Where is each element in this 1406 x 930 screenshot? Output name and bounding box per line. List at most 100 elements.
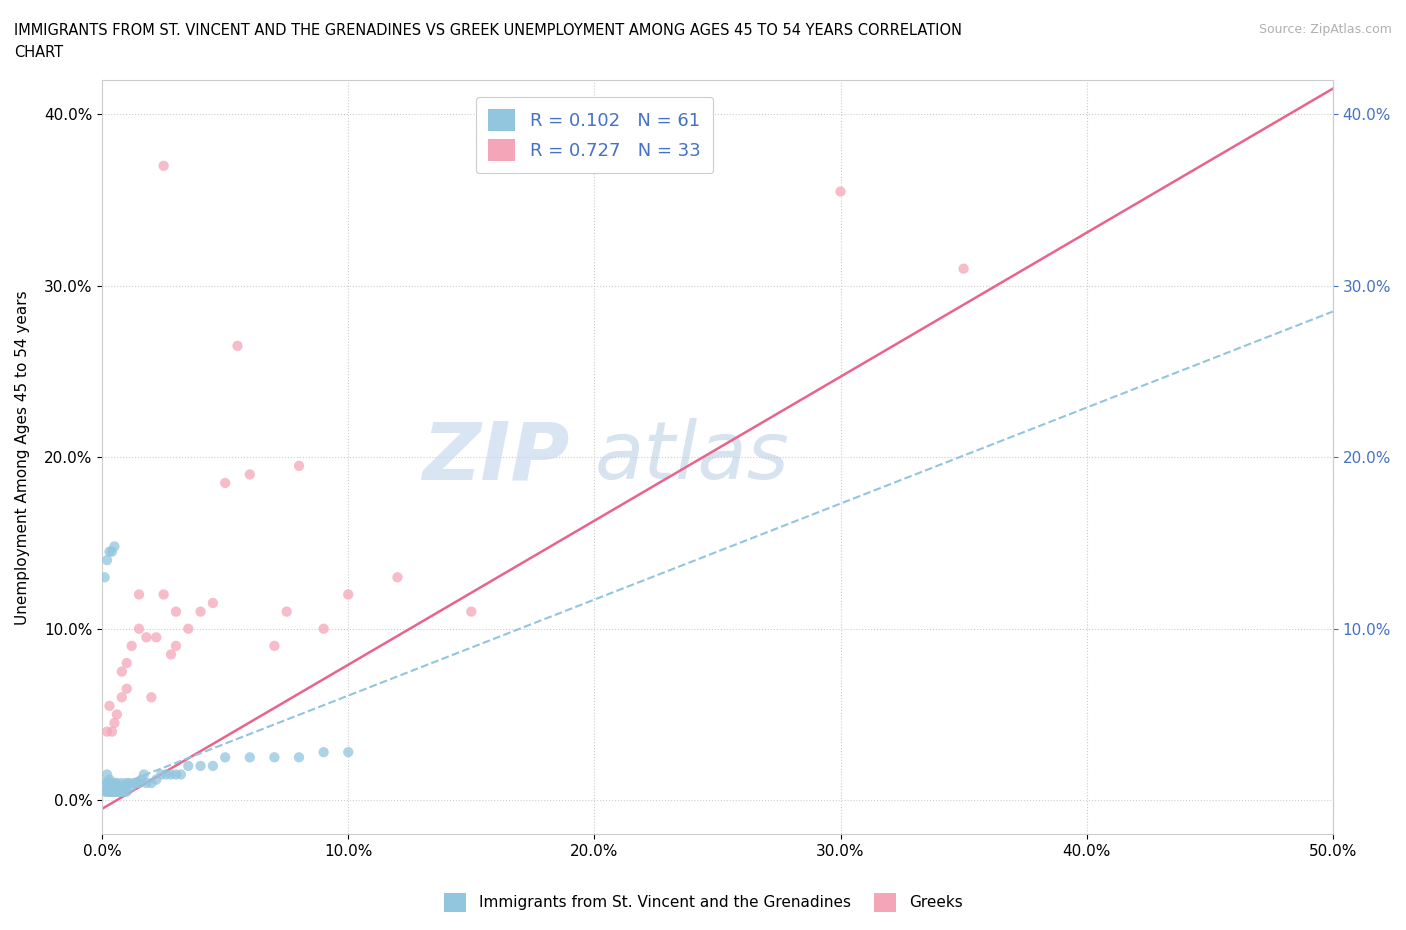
Point [115,784,138,799]
Point [165,604,187,619]
Point [141,776,163,790]
Point [98,772,121,787]
Text: Source: ZipAtlas.com: Source: ZipAtlas.com [1258,23,1392,36]
Y-axis label: Unemployment Among Ages 45 to 54 years: Unemployment Among Ages 45 to 54 years [15,290,30,625]
Point [214,750,236,764]
Point [96,784,118,799]
Point [115,656,138,671]
Point [103,784,125,799]
Point [96,552,118,567]
Point [98,776,121,790]
Point [96,724,118,739]
Point [112,784,135,799]
Point [135,630,157,644]
Point [121,779,143,794]
Point [101,784,124,799]
Text: ZIP: ZIP [422,418,569,497]
Point [830,184,852,199]
Point [98,698,121,713]
Point [135,776,157,790]
Point [312,745,335,760]
Point [165,638,187,653]
Point [118,776,141,790]
Point [108,779,131,794]
Point [108,784,131,799]
Point [115,779,138,794]
Point [111,664,134,679]
Point [115,682,138,697]
Point [101,724,124,739]
Point [93,776,115,790]
Point [263,750,285,764]
Point [152,158,174,173]
Point [111,784,134,799]
Point [101,784,124,799]
Point [103,539,125,554]
Point [276,604,298,619]
Point [122,776,145,790]
Point [98,784,121,799]
Point [337,587,360,602]
Point [288,458,311,473]
Point [125,776,148,790]
Point [111,776,134,790]
Point [111,690,134,705]
Point [155,767,177,782]
Point [103,784,125,799]
Point [108,784,131,799]
Point [131,772,153,787]
Point [201,595,224,610]
Text: IMMIGRANTS FROM ST. VINCENT AND THE GRENADINES VS GREEK UNEMPLOYMENT AMONG AGES : IMMIGRANTS FROM ST. VINCENT AND THE GREN… [14,23,962,38]
Point [101,784,124,799]
Point [145,772,167,787]
Point [101,776,124,790]
Point [111,784,134,799]
Point [460,604,482,619]
Point [150,767,173,782]
Point [190,759,212,774]
Point [165,767,187,782]
Point [96,784,118,799]
Point [98,544,121,559]
Point [105,784,128,799]
Point [177,759,200,774]
Point [115,776,138,790]
Point [98,779,121,794]
Point [112,779,135,794]
Point [132,767,155,782]
Point [141,690,163,705]
Point [312,621,335,636]
Point [226,339,249,353]
Point [952,261,974,276]
Point [239,750,262,764]
Point [288,750,311,764]
Point [103,784,125,799]
Point [93,570,115,585]
Point [201,759,224,774]
Point [170,767,193,782]
Point [103,776,125,790]
Legend: R = 0.102   N = 61, R = 0.727   N = 33: R = 0.102 N = 61, R = 0.727 N = 33 [475,97,713,173]
Point [105,779,128,794]
Point [101,544,124,559]
Point [93,784,115,799]
Point [239,467,262,482]
Point [387,570,409,585]
Point [128,621,150,636]
Point [190,604,212,619]
Legend: Immigrants from St. Vincent and the Grenadines, Greeks: Immigrants from St. Vincent and the Gren… [437,887,969,918]
Point [160,647,183,662]
Point [105,707,128,722]
Point [101,779,124,794]
Point [103,779,125,794]
Point [105,776,128,790]
Point [103,715,125,730]
Point [152,587,174,602]
Point [337,745,360,760]
Point [128,776,150,790]
Text: atlas: atlas [595,418,789,497]
Point [96,776,118,790]
Point [160,767,183,782]
Point [103,784,125,799]
Point [105,784,128,799]
